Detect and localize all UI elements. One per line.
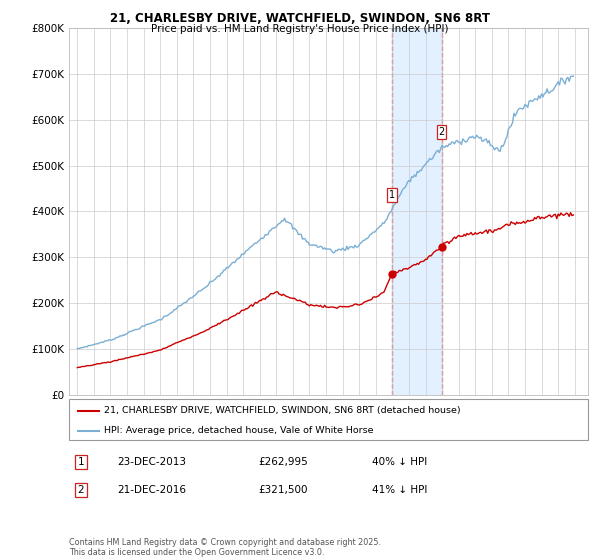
Text: 2: 2 (439, 127, 445, 137)
Text: 1: 1 (389, 190, 395, 200)
Text: 41% ↓ HPI: 41% ↓ HPI (372, 485, 427, 495)
Text: HPI: Average price, detached house, Vale of White Horse: HPI: Average price, detached house, Vale… (104, 426, 374, 435)
FancyBboxPatch shape (69, 399, 588, 440)
Text: 1: 1 (77, 457, 85, 467)
Text: 21, CHARLESBY DRIVE, WATCHFIELD, SWINDON, SN6 8RT (detached house): 21, CHARLESBY DRIVE, WATCHFIELD, SWINDON… (104, 406, 461, 415)
Text: Contains HM Land Registry data © Crown copyright and database right 2025.
This d: Contains HM Land Registry data © Crown c… (69, 538, 381, 557)
Text: 23-DEC-2013: 23-DEC-2013 (117, 457, 186, 467)
Text: £262,995: £262,995 (258, 457, 308, 467)
Text: £321,500: £321,500 (258, 485, 308, 495)
Text: 40% ↓ HPI: 40% ↓ HPI (372, 457, 427, 467)
Text: 21-DEC-2016: 21-DEC-2016 (117, 485, 186, 495)
Text: 2: 2 (77, 485, 85, 495)
Bar (392, 28, 442, 395)
Text: 21, CHARLESBY DRIVE, WATCHFIELD, SWINDON, SN6 8RT: 21, CHARLESBY DRIVE, WATCHFIELD, SWINDON… (110, 12, 490, 25)
Text: Price paid vs. HM Land Registry's House Price Index (HPI): Price paid vs. HM Land Registry's House … (151, 24, 449, 34)
